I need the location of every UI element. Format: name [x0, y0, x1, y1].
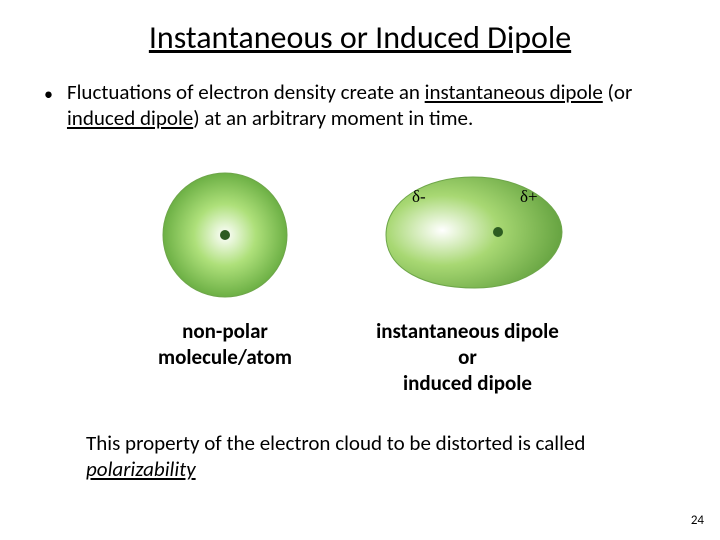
page-number: 24: [691, 513, 704, 528]
nonpolar-column: non-polar molecule/atom: [153, 170, 298, 397]
nonpolar-nucleus: [220, 230, 230, 240]
bullet-ul1: instantaneous dipole: [425, 79, 603, 105]
bullet-mid: (or: [603, 79, 633, 105]
footer-term: polarizability: [86, 456, 196, 482]
footer-text: This property of the electron cloud to b…: [86, 430, 640, 483]
nonpolar-caption-l1: non-polar: [158, 318, 292, 344]
slide-title: Instantaneous or Induced Dipole: [0, 18, 720, 57]
induced-caption-l2: or: [376, 344, 559, 370]
induced-caption: instantaneous dipole or induced dipole: [376, 318, 559, 397]
induced-column: δ- δ+ instantaneous dipole or induced di…: [368, 170, 568, 397]
bullet-item: • Fluctuations of electron density creat…: [0, 79, 720, 132]
bullet-post: ) at an arbitrary moment in time.: [193, 105, 473, 131]
footer-pre: This property of the electron cloud to b…: [86, 430, 585, 456]
slide: Instantaneous or Induced Dipole • Fluctu…: [0, 0, 720, 540]
delta-minus-label: δ-: [412, 187, 426, 206]
nonpolar-diagram: [153, 170, 298, 300]
delta-plus-label: δ+: [520, 187, 538, 206]
nonpolar-caption-l2: molecule/atom: [158, 344, 292, 370]
induced-nucleus: [493, 227, 503, 237]
induced-caption-l1: instantaneous dipole: [376, 318, 559, 344]
induced-diagram: δ- δ+: [368, 170, 568, 300]
bullet-pre: Fluctuations of electron density create …: [67, 79, 425, 105]
diagram-row: non-polar molecule/atom δ- δ+ in: [0, 170, 720, 397]
bullet-marker: •: [44, 83, 53, 106]
induced-caption-l3: induced dipole: [376, 370, 559, 396]
bullet-text: Fluctuations of electron density create …: [67, 79, 672, 132]
bullet-ul2: induced dipole: [67, 105, 193, 131]
nonpolar-caption: non-polar molecule/atom: [158, 318, 292, 371]
